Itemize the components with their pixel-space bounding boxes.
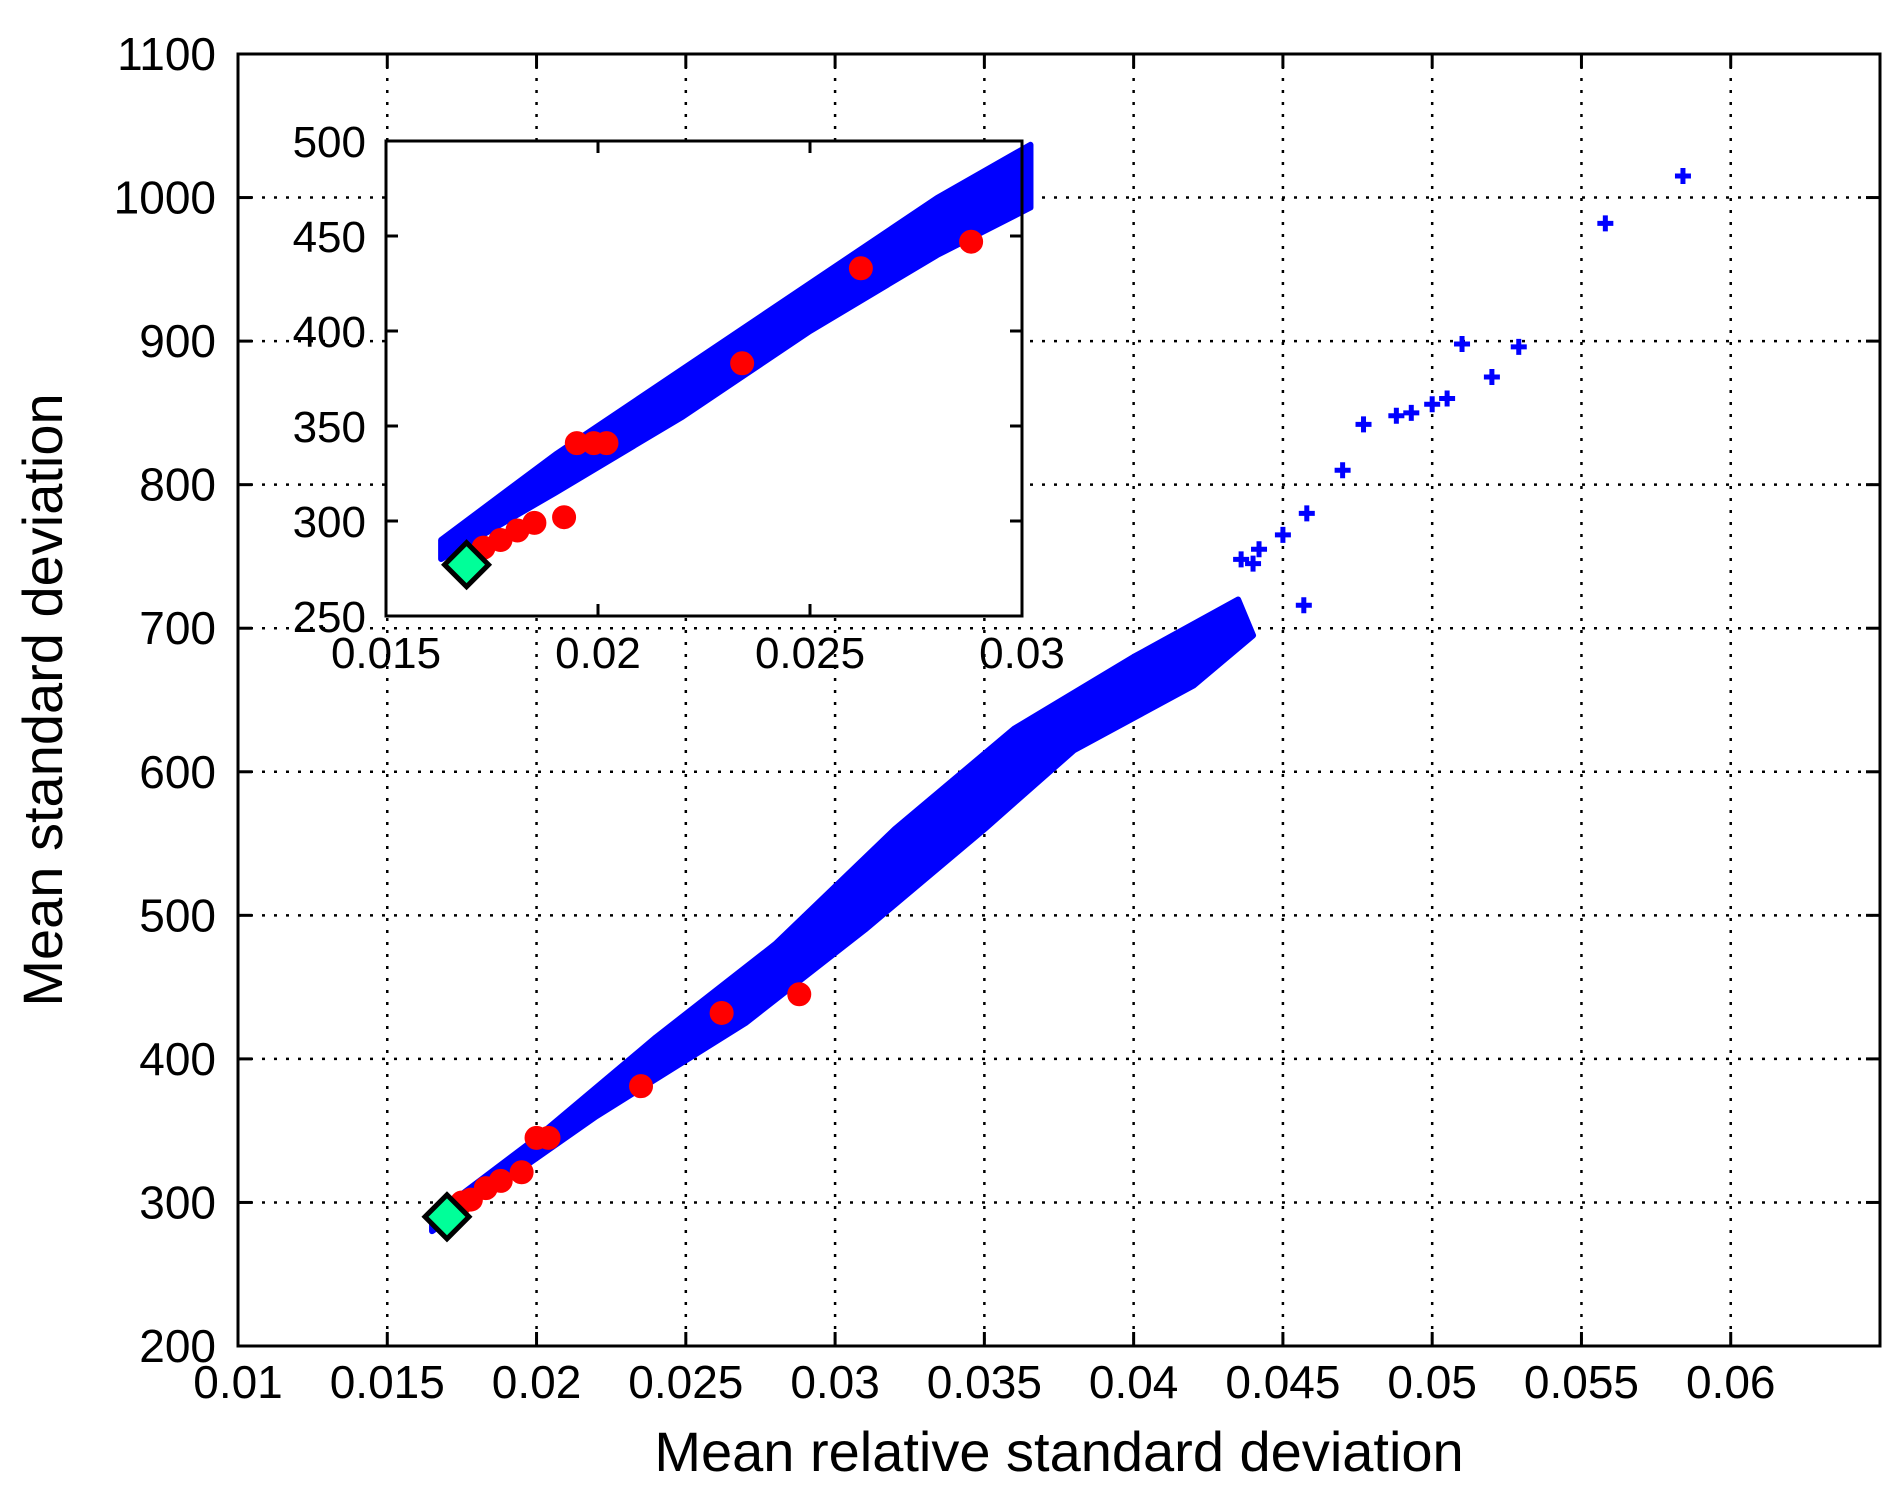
y-tick-label: 300 — [293, 498, 366, 547]
data-point — [1597, 215, 1614, 232]
x-tick-label: 0.025 — [755, 629, 865, 678]
data-point — [1236, 620, 1253, 637]
data-point — [1674, 168, 1691, 185]
data-point — [552, 505, 577, 530]
data-point — [1424, 396, 1441, 413]
x-tick-label: 0.045 — [1225, 1356, 1340, 1408]
data-point — [536, 1125, 561, 1150]
data-point — [1483, 369, 1500, 385]
data-point — [1454, 335, 1471, 352]
y-tick-label: 1000 — [114, 172, 216, 224]
x-tick-label: 0.01 — [193, 1356, 283, 1408]
data-point — [509, 1160, 534, 1185]
y-tick-label: 250 — [293, 593, 366, 642]
data-point — [421, 1191, 473, 1243]
series-1 — [441, 539, 493, 591]
y-tick-label: 700 — [139, 602, 216, 654]
point-cloud-band — [438, 141, 1034, 562]
data-point — [629, 1074, 654, 1099]
data-point — [594, 431, 619, 456]
plot-frame — [384, 139, 1024, 618]
point-cloud-band — [429, 596, 1257, 1235]
x-tick-label: 0.03 — [790, 1356, 880, 1408]
data-point — [959, 229, 984, 254]
data-point — [1388, 407, 1405, 424]
plot-frame — [236, 52, 1882, 1348]
x-tick-label: 0.035 — [927, 1356, 1042, 1408]
y-tick-label: 350 — [293, 403, 366, 452]
data-point — [1355, 416, 1372, 433]
x-tick-label: 0.015 — [330, 1356, 445, 1408]
data-point — [1510, 338, 1527, 355]
data-point — [1334, 462, 1351, 479]
x-tick-label: 0.015 — [331, 629, 441, 678]
y-tick-label: 500 — [139, 889, 216, 941]
y-tick-label: 800 — [139, 459, 216, 511]
x-tick-label: 0.04 — [1089, 1356, 1179, 1408]
data-point — [1233, 551, 1250, 568]
series-0 — [1209, 168, 1691, 654]
x-tick-label: 0.02 — [555, 629, 641, 678]
x-tick-label: 0.025 — [628, 1356, 743, 1408]
data-point — [1439, 390, 1456, 407]
data-point — [441, 539, 493, 591]
data-point — [1245, 555, 1262, 572]
data-point — [1298, 505, 1315, 522]
y-tick-label: 300 — [139, 1176, 216, 1228]
data-point — [1251, 541, 1268, 558]
y-tick-label: 1100 — [117, 28, 216, 80]
data-point — [848, 256, 873, 281]
x-tick-label: 0.06 — [1686, 1356, 1776, 1408]
y-tick-label: 200 — [139, 1320, 216, 1372]
y-tick-label: 900 — [139, 315, 216, 367]
series-0 — [471, 229, 984, 560]
data-point — [564, 431, 589, 456]
x-tick-label: 0.055 — [1524, 1356, 1639, 1408]
series-2 — [421, 1191, 473, 1243]
data-point — [1209, 637, 1226, 654]
y-axis-title: Mean standard deviation — [11, 393, 74, 1006]
y-tick-label: 450 — [293, 213, 366, 262]
data-point — [730, 351, 755, 376]
data-point — [787, 982, 812, 1007]
y-tick-label: 500 — [293, 118, 366, 167]
data-point — [1274, 526, 1291, 543]
data-point — [1403, 404, 1420, 421]
y-tick-label: 600 — [139, 746, 216, 798]
inset-chart: 0.015 0.02 0.025 0.03 250 300 350 400 450 500 — [293, 118, 1065, 678]
x-axis-title: Mean relative standard deviation — [654, 1420, 1463, 1483]
data-point — [1295, 597, 1312, 614]
x-tick-label: 0.05 — [1387, 1356, 1477, 1408]
data-point — [709, 1000, 734, 1025]
x-tick-label: 0.03 — [979, 629, 1065, 678]
y-tick-label: 400 — [139, 1033, 216, 1085]
y-tick-label: 400 — [293, 308, 366, 357]
x-tick-label: 0.02 — [492, 1356, 582, 1408]
